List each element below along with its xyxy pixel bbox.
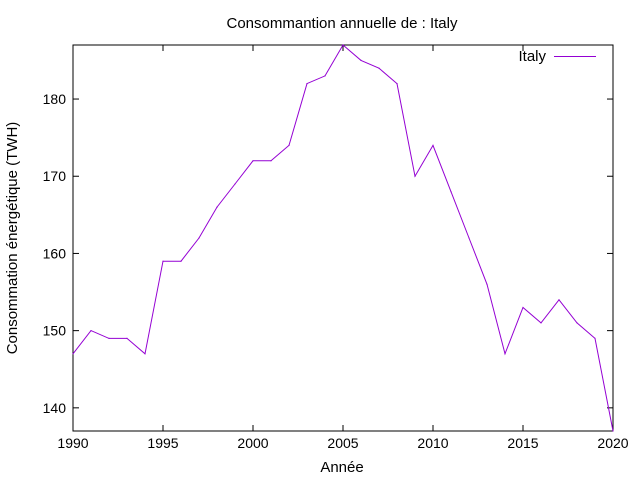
data-point bbox=[306, 83, 308, 85]
data-point bbox=[612, 430, 614, 432]
x-tick-label: 1990 bbox=[57, 435, 88, 451]
data-point bbox=[144, 353, 146, 355]
x-tick-label: 2000 bbox=[237, 435, 268, 451]
data-point bbox=[324, 75, 326, 77]
data-point bbox=[288, 144, 290, 146]
chart-title: Consommantion annuelle de : Italy bbox=[227, 15, 458, 32]
legend: Italy bbox=[518, 48, 596, 65]
data-point bbox=[432, 144, 434, 146]
y-axis-title: Consommation énergétique (TWH) bbox=[4, 122, 21, 355]
data-point bbox=[378, 67, 380, 69]
y-tick-label: 140 bbox=[43, 400, 67, 416]
data-point bbox=[180, 260, 182, 262]
data-point bbox=[594, 337, 596, 339]
legend-label-italy: Italy bbox=[518, 48, 546, 65]
data-point bbox=[198, 237, 200, 239]
data-point bbox=[486, 283, 488, 285]
data-point bbox=[468, 237, 470, 239]
y-tick-label: 170 bbox=[43, 168, 67, 184]
data-point bbox=[450, 191, 452, 193]
data-point bbox=[576, 322, 578, 324]
y-tick-label: 180 bbox=[43, 91, 67, 107]
x-tick-label: 2020 bbox=[597, 435, 628, 451]
y-axis-ticks: 140 150 160 170 180 bbox=[43, 91, 613, 416]
data-point bbox=[504, 353, 506, 355]
data-point bbox=[108, 337, 110, 339]
data-point bbox=[558, 299, 560, 301]
x-axis-title: Année bbox=[320, 459, 363, 476]
x-axis-ticks: 1990 1995 2000 2005 2010 2015 2020 bbox=[57, 45, 629, 451]
data-point bbox=[342, 44, 344, 46]
x-tick-label: 2010 bbox=[417, 435, 448, 451]
y-tick-label: 150 bbox=[43, 323, 67, 339]
x-tick-label: 2015 bbox=[507, 435, 538, 451]
data-point bbox=[522, 306, 524, 309]
data-point bbox=[90, 330, 92, 332]
data-point bbox=[270, 160, 272, 162]
series-layer bbox=[72, 44, 614, 432]
data-point bbox=[234, 183, 236, 185]
x-tick-label: 2005 bbox=[327, 435, 358, 451]
y-tick-label: 160 bbox=[43, 245, 67, 261]
data-point bbox=[540, 322, 542, 324]
data-point bbox=[126, 337, 128, 339]
data-point bbox=[396, 83, 398, 85]
data-point bbox=[360, 59, 362, 62]
data-point bbox=[414, 175, 416, 177]
plot-frame bbox=[72, 44, 614, 432]
data-point bbox=[72, 353, 74, 355]
data-point bbox=[252, 160, 254, 162]
data-point bbox=[216, 206, 218, 208]
data-point bbox=[162, 260, 164, 262]
series-line-italy bbox=[72, 44, 614, 432]
x-tick-label: 1995 bbox=[147, 435, 178, 451]
